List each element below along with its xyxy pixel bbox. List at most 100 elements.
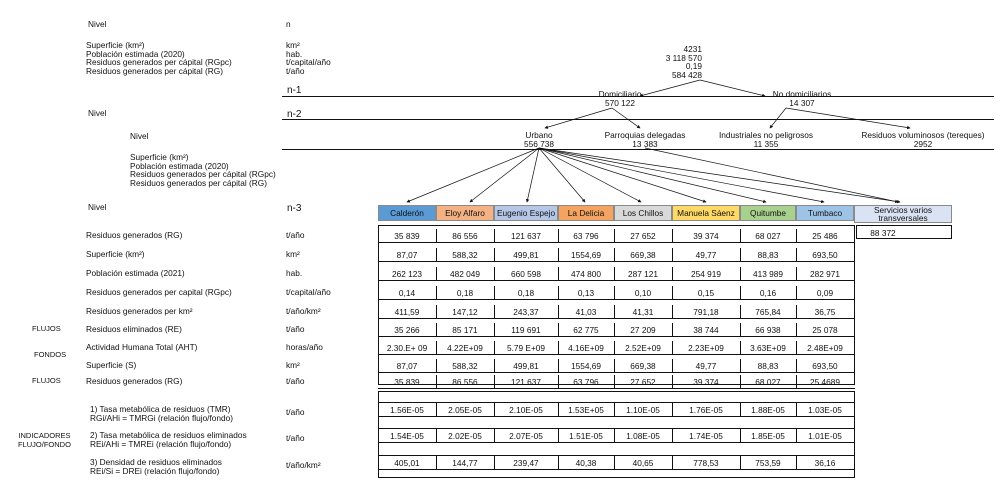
column-divider [494,455,495,469]
table-cell: 411,59 [394,307,420,317]
column-divider [494,286,495,300]
parroquias-node: Parroquias delegadas 13 383 [590,131,700,149]
nivel-label: Nivel [88,19,107,29]
table-cell: 669,38 [630,361,656,371]
indicator-cell: 1.01E-05 [808,431,842,441]
rgpc-label: Residuos generados per cápital (RGpc) [86,57,232,67]
indicator-cell: 1.54E-05 [390,431,424,441]
arrow-to-voluminosos [785,107,911,130]
column-divider [740,229,741,243]
column-divider [740,248,741,262]
table-cell: 0,15 [697,288,715,298]
indicator-cell: 40,38 [575,458,597,468]
table-cell: 38 744 [693,325,719,335]
table-cell: 0,13 [577,288,595,298]
column-divider [796,286,797,300]
servicios-value: 88 372 [870,228,896,238]
n2-poblacion-label: Población estimada (2020) [130,160,229,171]
superficie-label: Superficie (km²) [86,40,145,50]
arrow-to-domiciliario [639,79,701,97]
column-divider [558,248,559,262]
indicator-cell: 2.02E-05 [448,431,482,441]
n2-rg-label: Residuos generados per cápital (RG) [130,177,267,188]
indicator-unit: t/año [286,407,305,417]
indicator-label-line2: REi/Si = DREi (relación flujo/fondo) [90,465,220,476]
column-divider [672,267,673,281]
indicator-cell: 753,59 [755,458,781,468]
table-cell: 27 652 [630,377,656,387]
district-name: Eloy Alfaro [445,208,485,218]
top-attribute-labels: Superficie (km²) Población estimada (202… [86,41,232,75]
column-divider [558,359,559,373]
fan-line-eugenio-espejo [525,147,540,203]
indicator-label: 3) Densidad de residuos eliminados REi/Si… [90,458,222,475]
table-cell: 765,84 [755,307,781,317]
indicator-cell: 1.51E-05 [569,431,603,441]
table-cell: 63 796 [573,231,599,241]
column-divider [436,341,437,355]
column-divider [614,402,615,416]
row-divider [378,299,855,300]
voluminosos-value: 2952 [913,139,933,149]
domiciliario-value: 570 122 [605,98,635,108]
side-flujos-1: FLUJOS [32,324,61,333]
row-divider [378,242,855,243]
row-unit: t/año [286,376,305,386]
table-cell: 2.48E+09 [807,343,843,353]
table-cell: 86 556 [452,377,478,387]
table-cell: 287 121 [628,269,658,279]
district-header-eloy-alfaro: Eloy Alfaro [436,205,494,221]
side-indicadores-line2: FLUJO/FONDO [18,440,71,449]
indicator-cell: 2.10E-05 [509,405,543,415]
column-divider [740,375,741,389]
column-divider [558,455,559,469]
row-label: Residuos generados (RG) [86,230,183,240]
column-divider [436,229,437,243]
indicator-cell: 1.10E-05 [626,405,660,415]
no-domiciliarios-value: 14 307 [789,98,815,108]
district-header-los-chillos: Los Chillos [614,205,672,221]
column-divider [494,267,495,281]
district-data-table [378,225,855,385]
rg-label: Residuos generados per cápital (RG) [86,65,223,76]
column-divider [672,305,673,319]
column-divider [614,359,615,373]
column-divider [672,375,673,389]
column-divider [494,375,495,389]
top-values: 4231 3 118 570 0,19 584 428 [648,45,702,79]
row-unit: km² [286,360,300,370]
column-divider [740,323,741,337]
column-divider [558,267,559,281]
row-divider [378,336,855,337]
district-name: Los Chillos [622,208,664,218]
column-divider [796,323,797,337]
column-divider [614,428,615,442]
table-cell: 66 938 [755,325,781,335]
column-divider [796,248,797,262]
indicator-cell: 1.74E-05 [689,431,723,441]
table-cell: 121 637 [511,231,541,241]
indicator-unit: t/año/km² [286,460,321,470]
table-cell: 88,83 [757,361,779,371]
table-cell: 669,38 [630,250,656,260]
row-unit: horas/año [286,342,323,352]
level-n1: n-1 [287,85,302,96]
row-label: Actividad Humana Total (AHT) [86,342,198,352]
table-cell: 2.23E+09 [688,343,724,353]
table-cell: 0,09 [816,288,834,298]
level-n2-rule [282,119,994,120]
arrow-to-no-domiciliarios [699,79,766,98]
column-divider [614,305,615,319]
column-divider [436,428,437,442]
side-fondos: FONDOS [34,350,67,359]
table-cell: 63 796 [573,377,599,387]
column-divider [796,341,797,355]
indicator-cell: 1.56E-05 [390,405,424,415]
table-cell: 119 691 [511,325,541,335]
district-name: Calderón [390,208,424,218]
column-divider [796,428,797,442]
no-domiciliarios-label: No domiciliarios [772,89,832,99]
column-divider [436,323,437,337]
table-cell: 243,37 [513,307,539,317]
urbano-node: Urbano 556 738 [504,131,574,149]
